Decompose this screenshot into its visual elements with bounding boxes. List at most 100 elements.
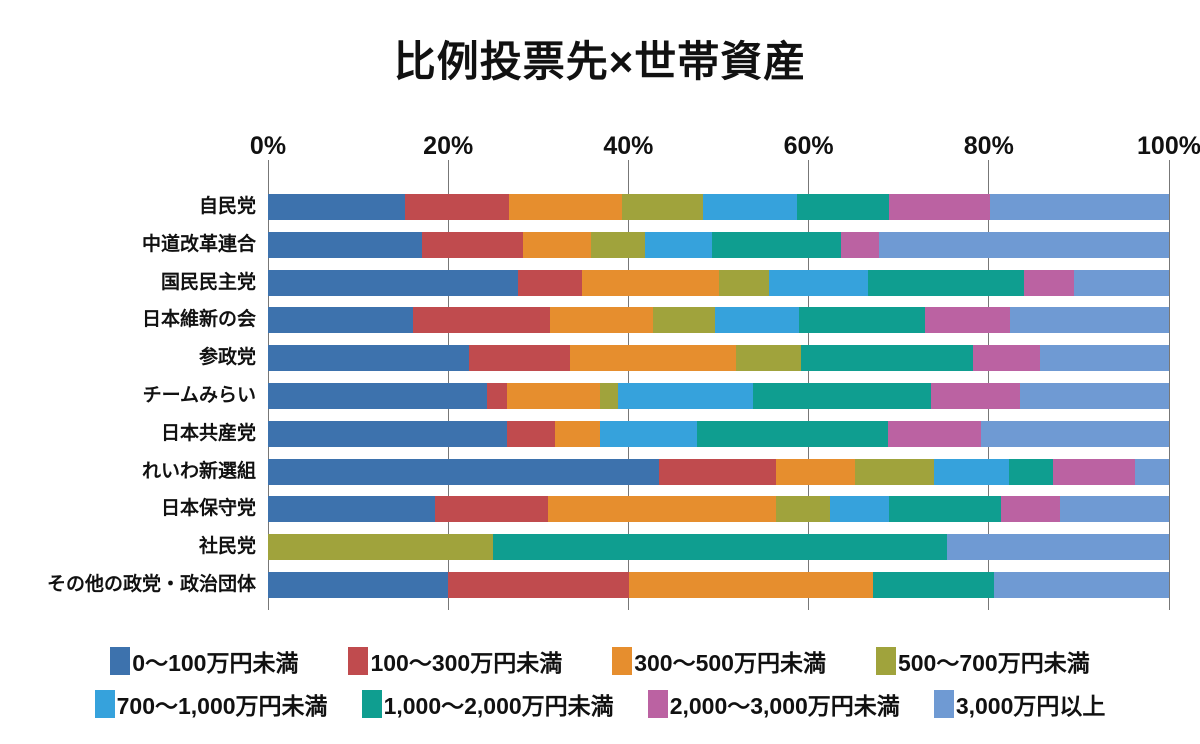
bar-row	[268, 231, 1169, 258]
legend-row-2: 700〜1,000万円未満 1,000〜2,000万円未満 2,000〜3,000万…	[0, 685, 1200, 723]
category-label: れいわ新選組	[141, 460, 256, 482]
bar-segment	[972, 345, 1041, 372]
bar-segment	[1134, 458, 1169, 485]
bar-segment	[1052, 458, 1135, 485]
bar-segment	[268, 345, 469, 372]
bar-segment	[434, 496, 549, 523]
bar-segment	[840, 231, 879, 258]
bar-row	[268, 383, 1169, 409]
category-label: チームみらい	[142, 385, 256, 406]
chart-title: 比例投票先×世帯資産	[393, 38, 807, 85]
gridline	[1168, 160, 1170, 610]
legend-swatch	[94, 690, 115, 718]
bar-segment	[268, 458, 660, 485]
bar-segment	[1001, 496, 1060, 523]
bar-segment	[413, 307, 550, 334]
legend-label: 300〜500万円未満	[634, 650, 826, 676]
bar-segment	[569, 345, 736, 372]
bar-segment	[268, 231, 423, 258]
bar-segment	[629, 572, 873, 598]
bar-segment	[801, 345, 973, 372]
bar-row	[268, 269, 1169, 296]
bar-segment	[404, 194, 510, 220]
x-axis-tick-label: 80%	[963, 132, 1014, 160]
legend-label: 1,000〜2,000万円未満	[383, 693, 614, 719]
bar-segment	[878, 231, 1169, 258]
bar-segment	[1059, 496, 1169, 523]
bar-segment	[548, 496, 777, 523]
x-axis-tick-labels: 0% 20% 40% 60% 80% 100%	[250, 132, 1200, 162]
category-label: 中道改革連合	[141, 233, 256, 255]
legend-item: 0〜100万円未満	[110, 644, 298, 678]
plot-area	[267, 160, 1170, 610]
category-label: 日本保守党	[160, 498, 256, 520]
bar-segment	[1008, 458, 1053, 485]
bar-segment	[268, 534, 494, 561]
bar-segment	[506, 383, 600, 409]
bar-segment	[887, 420, 981, 447]
bar-segment	[509, 194, 623, 220]
legend-item: 500〜700万円未満	[875, 644, 1090, 678]
legend-label: 100〜300万円未満	[370, 650, 563, 676]
x-axis-tick-label: 100%	[1137, 132, 1200, 160]
bar-row	[268, 534, 1169, 561]
category-label: 自民党	[198, 196, 256, 217]
bar-segment	[268, 307, 414, 334]
bar-segment	[714, 307, 799, 334]
bar-row	[268, 496, 1169, 523]
bar-segment	[1074, 269, 1169, 296]
bar-segment	[1010, 307, 1169, 334]
bar-segment	[652, 307, 715, 334]
category-labels: 自民党中道改革連合国民民主党日本維新の会参政党チームみらい日本共産党れいわ新選組…	[0, 170, 256, 610]
legend: 0〜100万円未満 100〜300万円未満 300〜500万円未満 500〜700万円…	[0, 642, 1200, 728]
legend-label: 3,000万円以上	[955, 693, 1106, 719]
legend-swatch	[348, 647, 369, 675]
bar-segment	[776, 458, 856, 485]
bar-segment	[776, 496, 831, 523]
bar-segment	[1040, 345, 1169, 372]
bar-segment	[599, 383, 619, 409]
legend-item: 300〜500万円未満	[612, 644, 826, 678]
category-label: 日本維新の会	[141, 309, 256, 331]
bar-segment	[422, 231, 523, 258]
bar-segment	[599, 420, 697, 447]
legend-label: 2,000〜3,000万円未満	[669, 693, 900, 719]
category-label: 日本共産党	[160, 422, 256, 444]
bar-segment	[796, 194, 889, 220]
category-label: 参政党	[198, 347, 256, 369]
bar-segment	[1023, 269, 1075, 296]
x-axis-tick-label: 20%	[423, 132, 474, 160]
bar-segment	[493, 534, 948, 561]
bar-row	[268, 458, 1169, 485]
bar-segment	[830, 496, 889, 523]
legend-swatch	[612, 647, 633, 675]
bar-segment	[719, 269, 769, 296]
legend-item: 2,000〜3,000万円未満	[647, 687, 900, 721]
category-label: 国民民主党	[160, 271, 256, 293]
bar-segment	[768, 269, 869, 296]
bar-segment	[980, 420, 1169, 447]
legend-label: 700〜1,000万円未満	[116, 693, 328, 719]
bar-segment	[268, 572, 449, 598]
legend-label: 500〜700万円未満	[897, 650, 1090, 676]
bar-segment	[581, 269, 720, 296]
bar-segment	[994, 572, 1169, 598]
x-axis-tick-label: 40%	[603, 132, 654, 160]
bar-segment	[712, 231, 841, 258]
bar-segment	[268, 496, 435, 523]
category-label: その他の政党・政治団体	[46, 574, 256, 595]
bar-segment	[872, 572, 995, 598]
legend-swatch	[361, 690, 382, 718]
bar-segment	[518, 269, 582, 296]
bar-row	[268, 572, 1169, 598]
bar-segment	[268, 194, 405, 220]
bar-segment	[506, 420, 555, 447]
bar-segment	[549, 307, 653, 334]
bar-segment	[268, 383, 487, 409]
bar-segment	[554, 420, 600, 447]
bar-segment	[268, 269, 519, 296]
bar-segment	[1020, 383, 1169, 409]
bar-segment	[486, 383, 507, 409]
bar-row	[268, 307, 1169, 334]
bar-segment	[798, 307, 925, 334]
